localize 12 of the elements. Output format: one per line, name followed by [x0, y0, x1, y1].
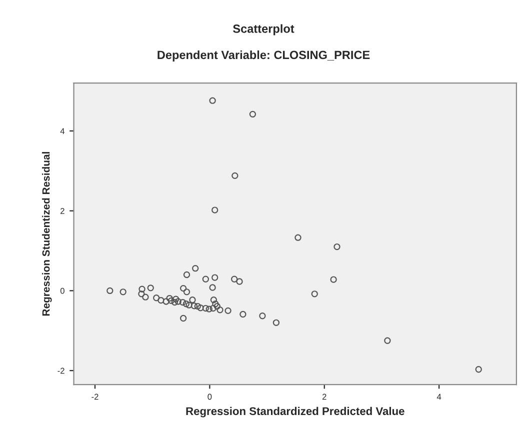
- y-tick-label: 2: [60, 208, 64, 214]
- x-tick-label: -2: [92, 394, 98, 400]
- y-tick-label: 4: [60, 128, 65, 134]
- x-axis-title: Regression Standardized Predicted Value: [186, 406, 404, 418]
- x-tick-label: 0: [208, 394, 212, 400]
- x-tick-label: 2: [322, 394, 326, 400]
- y-tick-label: -2: [58, 368, 64, 374]
- chart-subtitle: Dependent Variable: CLOSING_PRICE: [158, 50, 370, 62]
- y-tick-label: 0: [60, 288, 64, 294]
- chart-title: Scatterplot: [233, 24, 294, 36]
- x-tick-label: 4: [436, 394, 442, 400]
- y-axis-title: Regression Studentized Residual: [42, 152, 52, 316]
